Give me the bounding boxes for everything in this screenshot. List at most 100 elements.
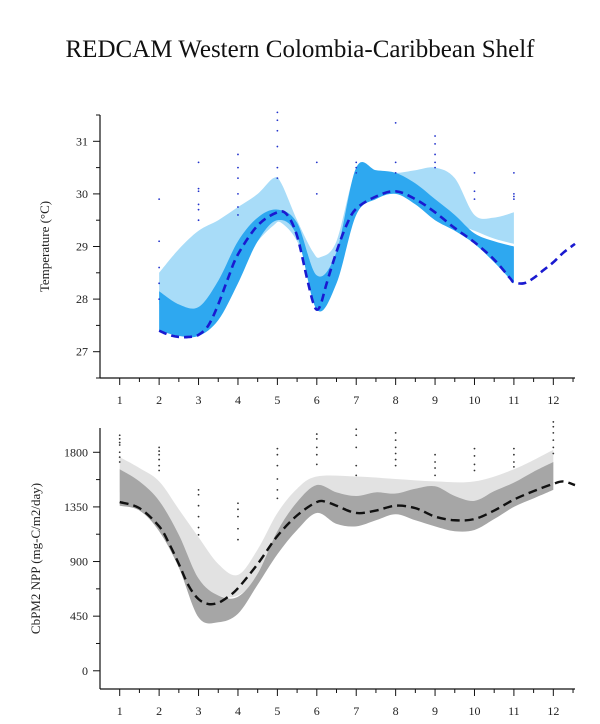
temperature-scatter-point: [434, 153, 436, 156]
temperature-x-tick-label: 4: [235, 393, 241, 407]
npp-scatter-point: [158, 458, 161, 461]
temperature-y-axis-label: Temperature (°C): [37, 201, 52, 292]
temperature-scatter-point: [276, 129, 279, 132]
temperature-scatter-point: [197, 208, 200, 211]
npp-scatter-point: [118, 438, 121, 440]
temperature-scatter-point: [276, 177, 279, 180]
npp-scatter-point: [355, 464, 358, 467]
temperature-scatter-point: [434, 166, 436, 169]
npp-scatter-point: [513, 453, 515, 456]
temperature-scatter-point: [394, 121, 397, 124]
temperature-scatter-point: [158, 298, 161, 300]
npp-scatter-point: [118, 434, 121, 437]
npp-scatter-point: [394, 446, 397, 449]
temperature-scatter-point: [276, 166, 279, 169]
temperature-scatter-point: [158, 198, 161, 201]
npp-scatter-point: [158, 446, 161, 449]
npp-x-tick-label: 6: [314, 704, 320, 718]
npp-scatter-point: [197, 504, 200, 507]
npp-scatter-point: [552, 446, 555, 449]
npp-y-tick-label: 1800: [64, 445, 88, 459]
npp-scatter-point: [473, 463, 476, 466]
temperature-x-tick-label: 11: [508, 393, 520, 407]
temperature-outer-band: [159, 164, 514, 311]
temperature-scatter-point: [237, 177, 239, 180]
npp-x-tick-label: 5: [274, 704, 280, 718]
npp-x-tick-label: 11: [508, 704, 520, 718]
npp-x-tick-label: 2: [156, 704, 162, 718]
npp-scatter-point: [513, 447, 515, 450]
temperature-scatter-point: [434, 143, 436, 145]
npp-scatter-point: [118, 451, 121, 454]
temperature-scatter-point: [237, 193, 239, 195]
npp-scatter-point: [276, 453, 279, 456]
npp-scatter-point: [394, 431, 397, 434]
npp-scatter-point: [434, 474, 436, 477]
npp-scatter-point: [473, 455, 476, 457]
npp-scatter-point: [473, 447, 476, 450]
temperature-x-tick-label: 7: [353, 393, 359, 407]
npp-scatter-point: [118, 456, 121, 459]
npp-scatter-point: [513, 465, 515, 468]
npp-scatter-point: [315, 453, 318, 456]
npp-scatter-point: [394, 452, 397, 455]
npp-outer-band: [119, 449, 554, 598]
figure-title: REDCAM Western Colombia-Caribbean Shelf: [65, 36, 535, 63]
npp-scatter-point: [276, 464, 279, 467]
npp-scatter-point: [552, 425, 555, 428]
npp-x-tick-label: 7: [353, 704, 359, 718]
temperature-x-tick-label: 5: [274, 393, 280, 407]
npp-scatter-point: [315, 463, 318, 466]
npp-scatter-point: [197, 493, 200, 496]
npp-scatter-point: [197, 489, 200, 491]
npp-median-line: [119, 480, 576, 606]
npp-scatter-point: [315, 438, 318, 440]
npp-scatter-point: [276, 489, 279, 491]
npp-scatter-point: [513, 461, 515, 463]
temperature-y-tick-label: 30: [76, 187, 88, 201]
temperature-x-tick-label: 12: [547, 393, 559, 407]
npp-scatter-point: [355, 434, 358, 437]
temperature-scatter-point: [513, 195, 515, 198]
npp-scatter-point: [315, 433, 318, 435]
temperature-y-tick-label: 31: [76, 134, 88, 148]
temperature-y-tick-label: 28: [76, 292, 88, 306]
npp-scatter-point: [394, 439, 397, 442]
npp-scatter-point: [118, 441, 121, 444]
npp-scatter-point: [197, 515, 200, 518]
temperature-scatter-point: [276, 111, 279, 114]
npp-scatter-point: [394, 458, 397, 461]
temperature-x-tick-label: 9: [432, 393, 438, 407]
temperature-scatter-point: [276, 119, 279, 122]
npp-y-axis-label: CbPM2 NPP (mg-C/m2/day): [28, 483, 43, 634]
npp-x-tick-label: 9: [432, 704, 438, 718]
temperature-scatter-point: [513, 198, 515, 201]
npp-scatter-point: [158, 469, 161, 472]
temperature-scatter-point: [315, 193, 318, 195]
npp-scatter-point: [237, 515, 239, 518]
temperature-scatter-point: [197, 219, 200, 222]
temperature-scatter-point: [355, 166, 358, 169]
temperature-scatter-point: [158, 240, 161, 243]
temperature-x-tick-label: 8: [393, 393, 399, 407]
npp-scatter-point: [552, 421, 555, 423]
temperature-scatter-point: [513, 193, 515, 195]
temperature-scatter-point: [197, 203, 200, 206]
temperature-x-tick-label: 2: [156, 393, 162, 407]
npp-y-tick-label: 1350: [64, 500, 88, 514]
temperature-scatter-point: [197, 190, 200, 193]
npp-x-tick-label: 10: [468, 704, 480, 718]
temperature-y-tick-label: 29: [76, 240, 88, 254]
temperature-scatter-point: [513, 171, 515, 174]
npp-scatter-point: [552, 431, 555, 434]
temperature-scatter-point: [237, 206, 239, 208]
npp-scatter-point: [118, 461, 121, 463]
temperature-scatter-point: [237, 214, 239, 216]
npp-scatter-point: [434, 467, 436, 469]
npp-y-tick-label: 900: [70, 555, 88, 569]
temperature-scatter-point: [434, 161, 436, 164]
npp-scatter-point: [552, 439, 555, 442]
